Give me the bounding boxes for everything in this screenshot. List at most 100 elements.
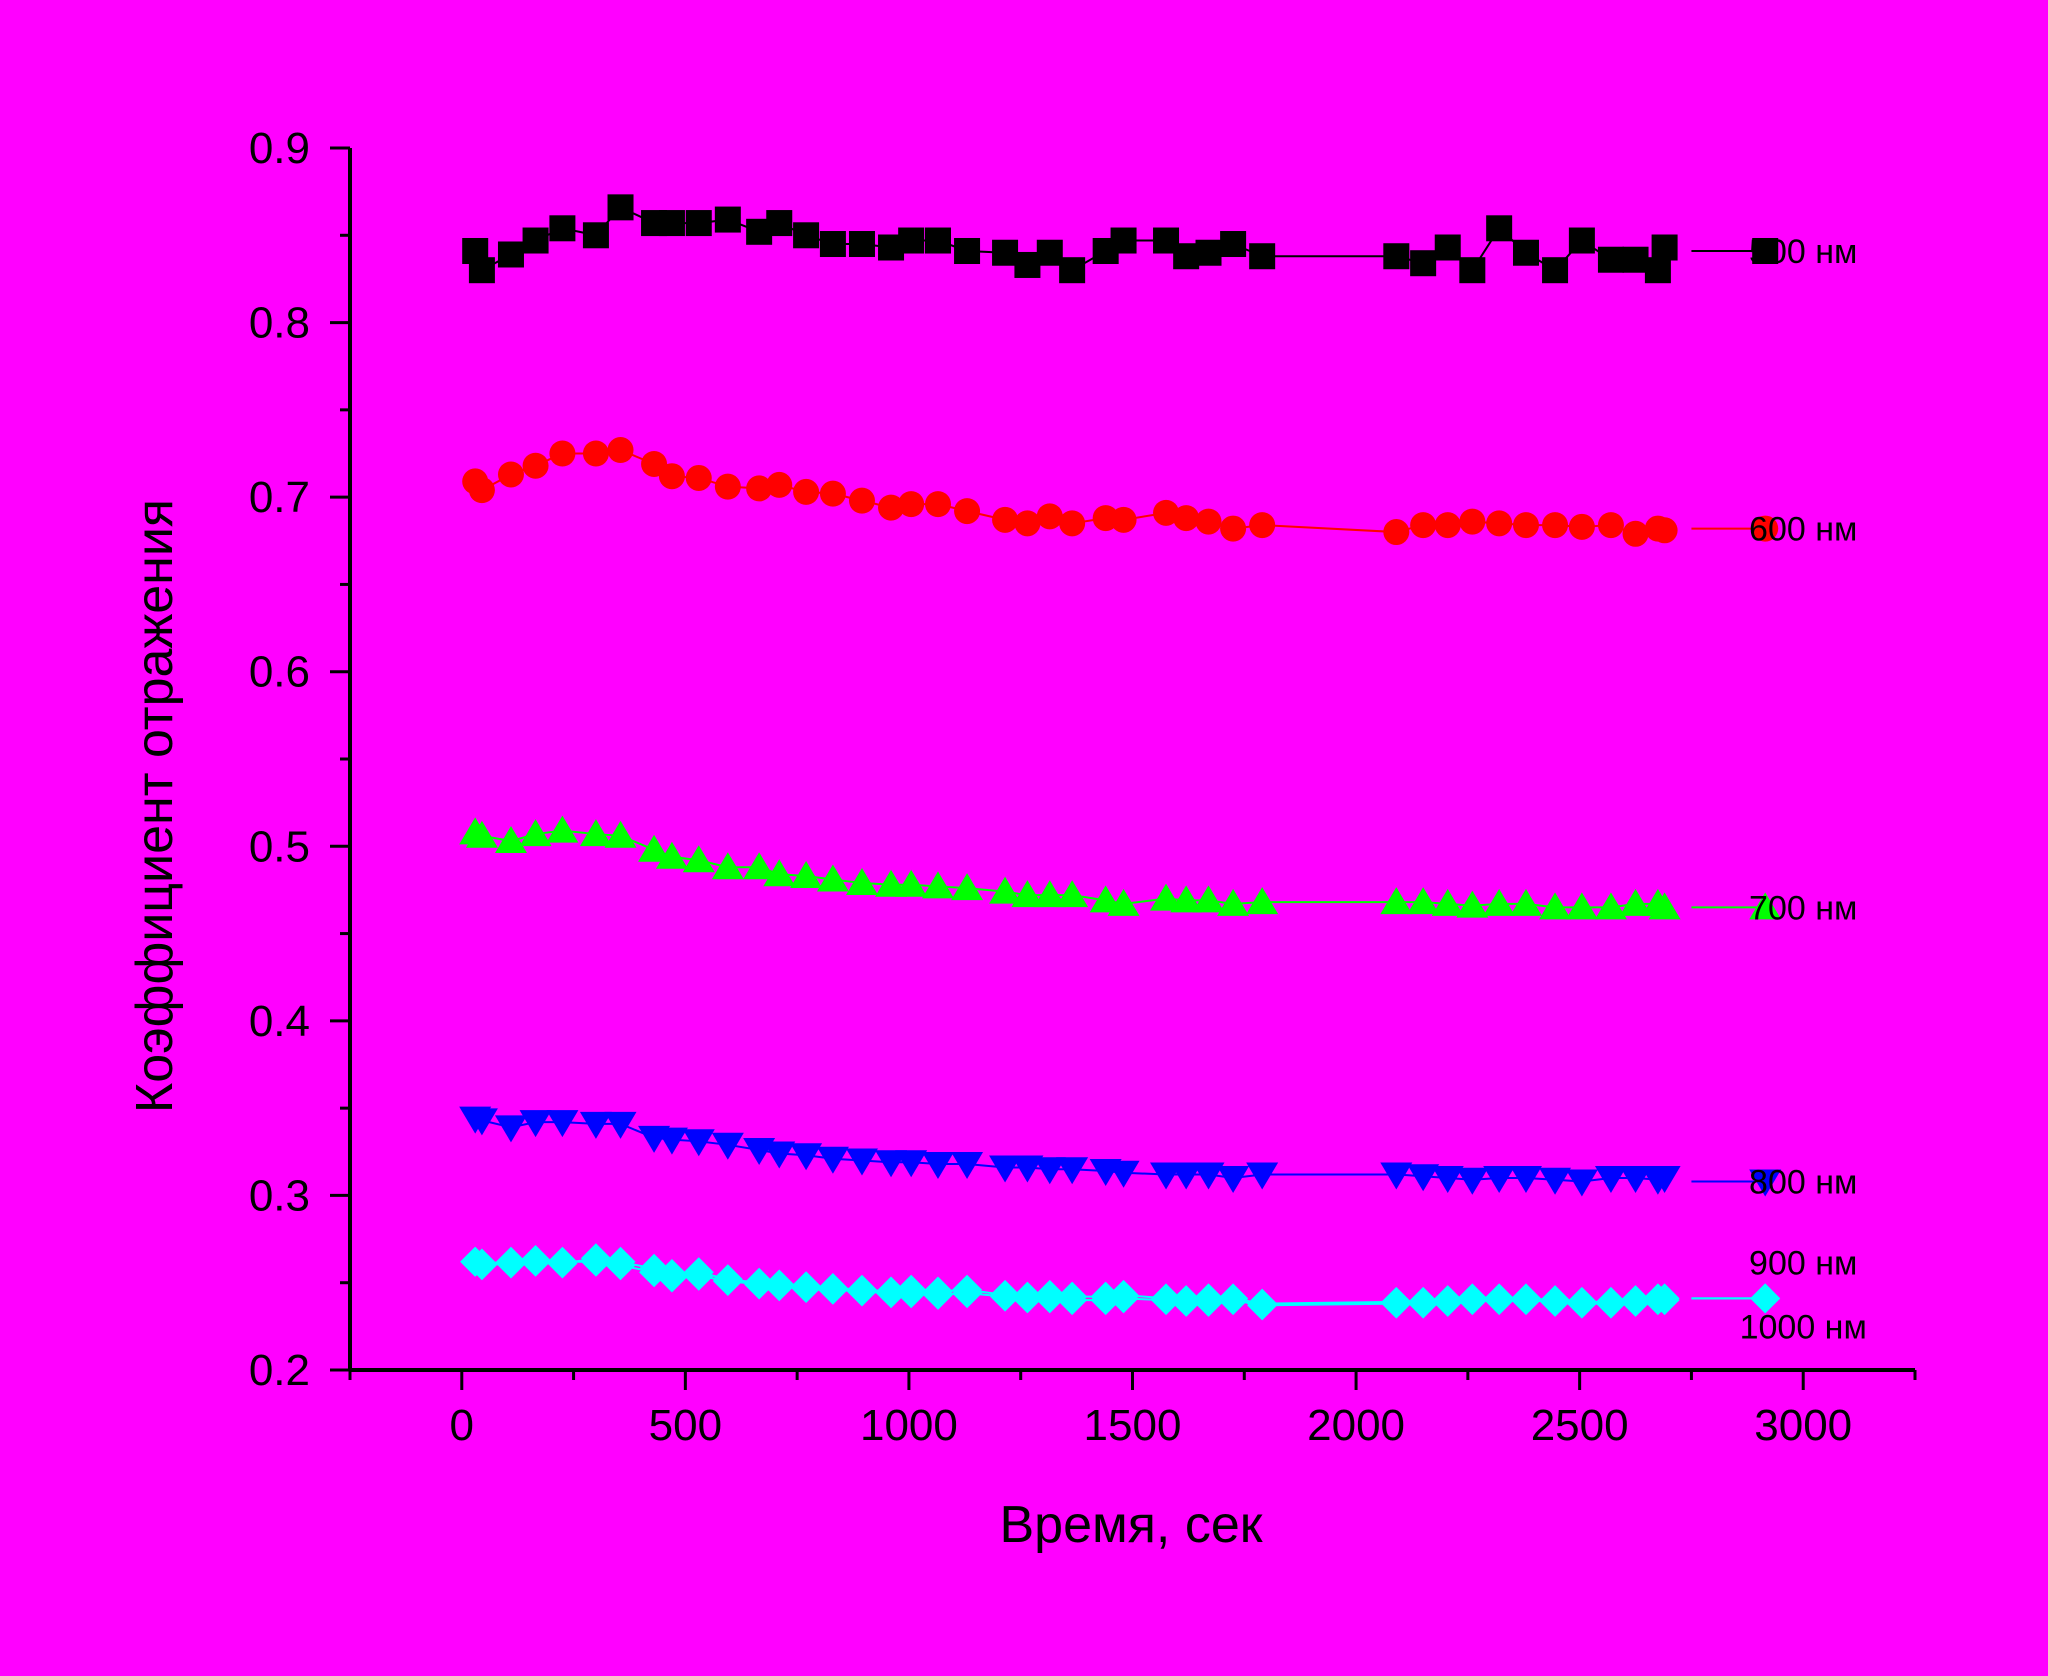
data-point [746, 475, 773, 502]
data-point [817, 1274, 848, 1305]
data-point [951, 873, 984, 901]
data-point [1434, 234, 1461, 261]
data-point [1434, 512, 1461, 539]
data-point [1408, 1288, 1439, 1319]
data-point [1249, 243, 1276, 270]
data-point [466, 1250, 497, 1281]
data-point [1170, 1162, 1203, 1190]
data-point [846, 1276, 877, 1307]
data-point [1566, 1288, 1597, 1319]
data-point [1565, 1169, 1598, 1197]
data-point [1033, 880, 1066, 908]
data-point [604, 820, 637, 848]
legend-marker [1749, 892, 1782, 920]
data-point [1644, 257, 1671, 284]
data-point [1407, 1164, 1440, 1192]
data-point [605, 1250, 636, 1281]
series-500-нм [462, 194, 1678, 284]
data-point [743, 852, 776, 880]
data-point [1486, 510, 1513, 537]
y-axis-title: Коэффициент отражения [126, 499, 184, 1113]
data-point [1651, 517, 1678, 544]
data-point [685, 464, 712, 491]
data-point [1056, 1157, 1089, 1185]
data-point [1014, 510, 1041, 537]
data-point [1011, 1155, 1044, 1183]
data-point [816, 864, 849, 892]
series-800-нм [459, 1106, 1681, 1197]
data-point [582, 440, 609, 467]
data-point [989, 1155, 1022, 1183]
data-point [1622, 246, 1649, 273]
data-point [922, 1279, 953, 1310]
data-point [1597, 512, 1624, 539]
data-point [1090, 1285, 1121, 1316]
data-point [1246, 1162, 1279, 1190]
data-point [1195, 239, 1222, 266]
legend-marker [1752, 237, 1779, 264]
data-point [711, 1132, 744, 1160]
data-point [898, 227, 925, 254]
data-point [1410, 250, 1437, 277]
data-point [1036, 239, 1063, 266]
data-point [1110, 227, 1137, 254]
data-point [1619, 1165, 1652, 1193]
data-point [1622, 520, 1649, 547]
data-point [1150, 1162, 1183, 1190]
data-point [1509, 1165, 1542, 1193]
data-point [1110, 506, 1137, 533]
data-point [896, 1278, 927, 1309]
data-point [1431, 1165, 1464, 1193]
data-point [793, 222, 820, 249]
data-point [1383, 519, 1410, 546]
data-point [763, 1141, 796, 1169]
data-point [876, 1278, 907, 1309]
x-axis-title: Время, сек [1000, 1496, 1263, 1554]
data-point [1247, 1290, 1278, 1321]
data-point [465, 1108, 498, 1136]
data-point [1539, 1167, 1572, 1195]
data-point [546, 1110, 579, 1138]
x-tick-label: 500 [649, 1401, 722, 1450]
data-point [656, 1262, 687, 1293]
data-point [845, 867, 878, 895]
legend-label: 600 нм [1749, 511, 1857, 549]
data-point [1542, 257, 1569, 284]
data-point [1595, 1288, 1626, 1319]
data-point [1034, 1283, 1065, 1314]
data-point [685, 210, 712, 237]
data-point [1483, 1165, 1516, 1193]
data-point [579, 1111, 612, 1139]
data-point [549, 215, 576, 242]
data-point [522, 452, 549, 479]
data-point [549, 440, 576, 467]
y-tick-label: 0.6 [249, 648, 310, 697]
legend-marker [1752, 515, 1779, 542]
data-point [898, 491, 925, 518]
data-point [1380, 1162, 1413, 1190]
data-point [992, 506, 1019, 533]
legend-label: 900 нм [1749, 1244, 1857, 1282]
data-point [952, 1278, 983, 1309]
data-point [714, 206, 741, 233]
data-point [1540, 1286, 1571, 1317]
data-point [607, 194, 634, 221]
data-point [1594, 892, 1627, 920]
data-point [1459, 257, 1486, 284]
data-point [1217, 1165, 1250, 1193]
data-point [468, 257, 495, 284]
data-point [1192, 885, 1225, 913]
data-point [790, 860, 823, 888]
data-point [1012, 1283, 1043, 1314]
x-tick-label: 1000 [860, 1401, 958, 1450]
data-point [816, 1146, 849, 1174]
data-point [1059, 510, 1086, 537]
data-point [1173, 505, 1200, 532]
data-point [1568, 227, 1595, 254]
data-point [1456, 890, 1489, 918]
data-point [638, 834, 671, 862]
data-point [1407, 887, 1440, 915]
data-point [1107, 1160, 1140, 1188]
data-point [497, 461, 524, 488]
data-point [921, 871, 954, 899]
